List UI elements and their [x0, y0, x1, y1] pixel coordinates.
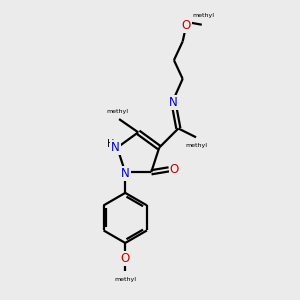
Text: N: N [111, 141, 120, 154]
Text: methyl: methyl [192, 13, 214, 18]
Text: N: N [121, 167, 130, 180]
Text: methyl: methyl [114, 277, 136, 282]
Text: H: H [107, 139, 114, 149]
Text: methyl: methyl [106, 109, 129, 114]
Text: O: O [121, 252, 130, 265]
Text: methyl: methyl [186, 143, 208, 148]
Text: O: O [182, 19, 191, 32]
Text: N: N [169, 96, 178, 109]
Text: O: O [169, 163, 179, 176]
